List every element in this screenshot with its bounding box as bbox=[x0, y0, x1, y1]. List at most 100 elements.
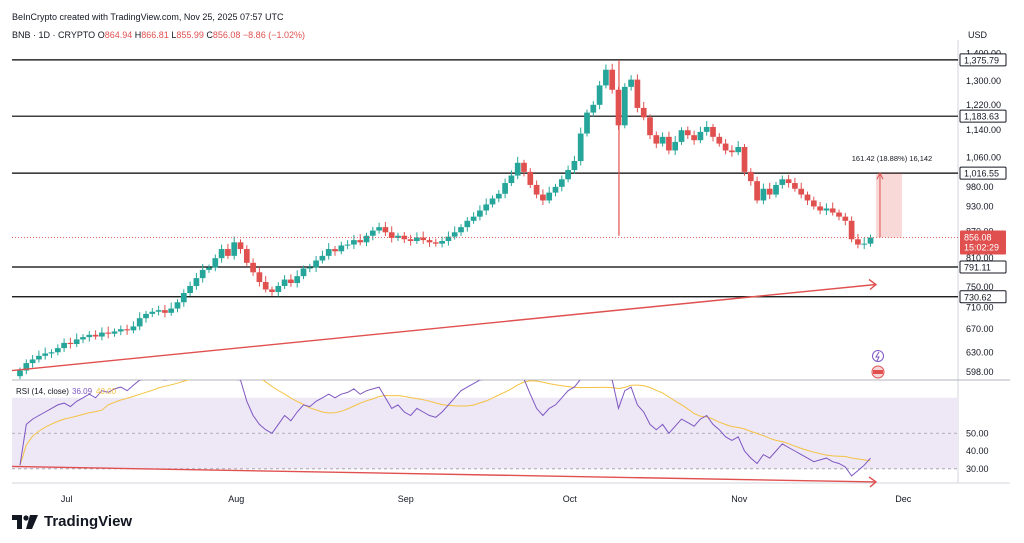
candle-body bbox=[338, 245, 345, 252]
candle-body bbox=[792, 183, 798, 189]
price-tick-label: 930.00 bbox=[966, 201, 994, 211]
candle-body bbox=[325, 249, 332, 256]
candle-body bbox=[29, 359, 36, 364]
low-label: L bbox=[171, 30, 177, 40]
rsi-line bbox=[19, 380, 871, 477]
candle-body bbox=[861, 243, 868, 245]
candle-body bbox=[628, 79, 634, 87]
price-tick-label: 1,300.00 bbox=[966, 76, 1001, 86]
candle-body bbox=[546, 192, 553, 201]
candle-body bbox=[313, 260, 319, 268]
price-tick-label: 1,140.00 bbox=[966, 125, 1001, 135]
symbol-name: BNB · 1D · CRYPTO bbox=[12, 30, 96, 40]
candle-body bbox=[741, 147, 748, 172]
candle-body bbox=[666, 136, 672, 151]
candle-body bbox=[729, 150, 735, 153]
candle-body bbox=[17, 370, 23, 377]
candle-body bbox=[867, 237, 874, 244]
candle-body bbox=[357, 240, 364, 243]
candle-body bbox=[590, 104, 597, 113]
candle-body bbox=[483, 204, 490, 211]
candle-body bbox=[785, 179, 792, 184]
price-tick-label: 710.00 bbox=[966, 303, 994, 313]
level-label-box bbox=[959, 166, 1007, 180]
candle-body bbox=[262, 282, 269, 290]
candle-body bbox=[565, 170, 571, 180]
candle-body bbox=[281, 279, 288, 286]
candle-body bbox=[269, 289, 275, 293]
candle-body bbox=[136, 318, 143, 327]
measure-label: 161.42 (18.88%) 16,142 bbox=[852, 154, 932, 163]
candle-body bbox=[514, 162, 521, 176]
candle-body bbox=[697, 131, 704, 141]
candle-body bbox=[117, 329, 124, 332]
candle-body bbox=[193, 278, 200, 286]
rsi-ma-value: 40.00 bbox=[96, 387, 117, 396]
candle-body bbox=[218, 249, 225, 259]
level-label-box bbox=[959, 109, 1007, 123]
candle-body bbox=[407, 239, 414, 242]
price-tick-label: 750.00 bbox=[966, 282, 994, 292]
candle-body bbox=[73, 339, 80, 345]
candle-body bbox=[621, 86, 628, 126]
change-value: −8.86 (−1.02%) bbox=[242, 30, 305, 40]
currency-label: USD bbox=[968, 30, 988, 40]
candle-body bbox=[432, 242, 439, 244]
open-value: 864.94 bbox=[104, 30, 133, 40]
candle-body bbox=[439, 241, 445, 244]
candle-body bbox=[382, 227, 389, 233]
price-tick-label: 670.00 bbox=[966, 324, 994, 334]
price-trendline bbox=[11, 283, 877, 372]
candle-body bbox=[672, 141, 679, 151]
rsi-tick-label: 40.00 bbox=[966, 446, 989, 456]
candle-body bbox=[495, 193, 502, 199]
candle-body bbox=[99, 332, 105, 337]
candle-body bbox=[445, 236, 452, 242]
candle-body bbox=[464, 220, 471, 228]
candle-body bbox=[250, 262, 256, 273]
candle-body bbox=[187, 285, 193, 294]
time-tick-label: Aug bbox=[228, 494, 244, 504]
candle-body bbox=[168, 308, 175, 313]
last-price-label: 856.08 bbox=[964, 232, 992, 242]
candle-body bbox=[237, 242, 244, 250]
last-price-box bbox=[960, 230, 1006, 255]
rsi-tick-label: 30.00 bbox=[966, 464, 989, 474]
candle-body bbox=[829, 208, 836, 213]
price-tick-label: 598.00 bbox=[966, 367, 994, 377]
level-label-box bbox=[959, 53, 1007, 67]
candle-body bbox=[804, 194, 811, 201]
tradingview-logo: TradingView bbox=[12, 513, 132, 530]
candle-body bbox=[842, 216, 849, 221]
level-label: 791.11 bbox=[964, 263, 991, 273]
candle-body bbox=[256, 272, 263, 283]
candle-body bbox=[155, 310, 162, 312]
close-value: 856.08 bbox=[212, 30, 241, 40]
time-tick-label: Dec bbox=[895, 494, 912, 504]
candle-body bbox=[722, 143, 729, 151]
time-tick-label: Jul bbox=[61, 494, 73, 504]
candle-body bbox=[420, 237, 427, 241]
candle-body bbox=[231, 242, 238, 256]
candle-body bbox=[653, 135, 660, 144]
candle-body bbox=[426, 240, 433, 243]
tradingview-logo-text: TradingView bbox=[44, 513, 133, 530]
candle-body bbox=[61, 342, 67, 349]
candle-body bbox=[848, 220, 855, 240]
candle-body bbox=[817, 206, 823, 211]
price-tick-label: 980.00 bbox=[966, 182, 994, 192]
time-tick-label: Oct bbox=[563, 494, 578, 504]
level-label: 730.62 bbox=[964, 292, 992, 302]
candle-body bbox=[773, 184, 779, 195]
candle-body bbox=[225, 249, 231, 256]
candle-body bbox=[212, 258, 219, 268]
candle-body bbox=[363, 235, 370, 243]
time-tick-label: Sep bbox=[398, 494, 414, 504]
candle-body bbox=[716, 136, 723, 144]
candle-body bbox=[710, 126, 716, 137]
price-tick-label: 810.00 bbox=[966, 253, 994, 263]
rsi-trendline-arrowhead bbox=[868, 476, 878, 488]
high-value: 866.81 bbox=[141, 30, 169, 40]
rsi-ma-line bbox=[19, 380, 871, 466]
